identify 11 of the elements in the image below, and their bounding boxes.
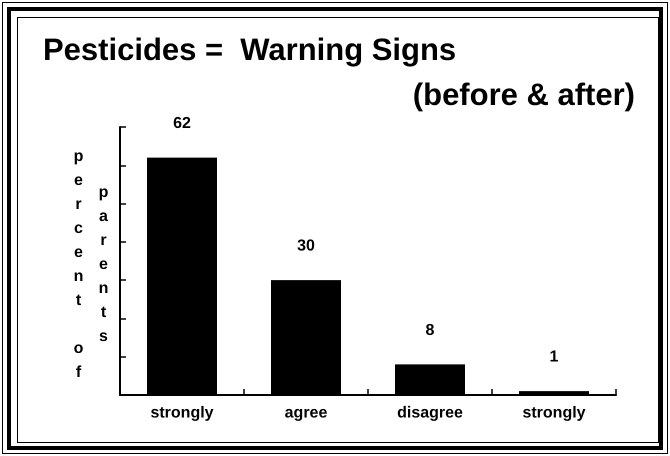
chart-subtitle: (before & after) — [412, 77, 636, 112]
y-axis-title: percent of parents — [70, 148, 112, 388]
x-tick-label: strongly — [150, 404, 214, 422]
data-label: 30 — [297, 238, 315, 255]
data-label: 62 — [173, 115, 191, 132]
x-tick-label: disagree — [397, 404, 464, 422]
data-label: 8 — [426, 322, 435, 339]
chart-title: Pesticides = Warning Signs — [43, 32, 456, 67]
data-label: 1 — [550, 348, 559, 366]
x-tick-label: agree — [284, 404, 328, 422]
x-tick-label: strongly — [522, 404, 586, 422]
